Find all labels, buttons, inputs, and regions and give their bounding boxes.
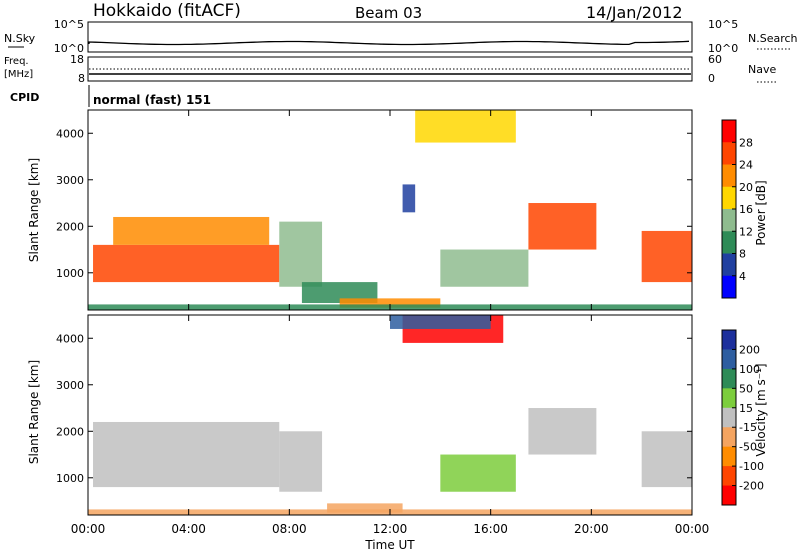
nave-tick-bottom: 0 — [708, 72, 715, 85]
colorbar-swatch — [722, 349, 736, 370]
colorbar-tick-label: 28 — [739, 136, 753, 149]
colorbar-swatch — [722, 275, 736, 299]
colorbar-frame — [721, 329, 737, 506]
heatmap-patch — [528, 203, 597, 250]
colorbar-swatch — [722, 186, 736, 210]
nave-tick-top: 60 — [708, 53, 722, 66]
noise-right-tick-top: 10^5 — [708, 18, 738, 31]
x-tick-label: 16:00 — [473, 522, 508, 536]
power-colorbar: 28 24 20 16 12 8 4 — [721, 119, 753, 299]
heatmap-patch — [327, 503, 403, 513]
colorbar-tick-label: -100 — [739, 460, 764, 473]
power-heatmap — [88, 110, 692, 310]
freq-label: Freq. — [4, 56, 29, 67]
power-ylabel: Slant Range [km] — [27, 158, 41, 262]
colorbar-tick-label: 16 — [739, 203, 753, 216]
colorbar-tick-label: 200 — [739, 343, 760, 356]
colorbar-swatch — [722, 485, 736, 506]
y-tick-label: 1000 — [56, 267, 84, 280]
date-title: 14/Jan/2012 — [586, 3, 683, 22]
time-axis: 00:00 04:00 08:00 12:00 16:00 20:00 00:00 — [71, 110, 710, 536]
colorbar-tick-label: 24 — [739, 159, 753, 172]
colorbar-swatch — [722, 253, 736, 277]
colorbar-swatch — [722, 231, 736, 254]
colorbar-swatch — [722, 120, 736, 143]
freq-unit-label: [MHz] — [4, 69, 33, 80]
heatmap-patch — [301, 282, 378, 304]
freq-panel-frame — [87, 56, 693, 82]
velocity-yaxis: 1000 2000 3000 4000 — [56, 332, 692, 485]
x-tick-label: 04:00 — [171, 522, 206, 536]
beam-title: Beam 03 — [355, 4, 422, 22]
power-yaxis: 1000 2000 3000 4000 — [56, 127, 692, 280]
x-tick-label: 12:00 — [373, 522, 408, 536]
y-tick-label: 1000 — [56, 472, 84, 485]
colorbar-tick-label: -200 — [739, 480, 764, 493]
heatmap-patch — [641, 230, 692, 283]
colorbar-swatch — [722, 164, 736, 188]
y-tick-label: 2000 — [56, 425, 84, 438]
freq-tick-top: 18 — [70, 53, 84, 66]
heatmap-patch — [440, 249, 529, 287]
nave-label: Nave — [748, 63, 776, 76]
velocity-heatmap — [88, 315, 692, 515]
colorbar-tick-label: 12 — [739, 225, 753, 238]
velocity-colorbar-label: Velocity [m s⁻¹] — [754, 363, 768, 456]
colorbar-swatch — [722, 466, 736, 487]
cpid-label: CPID — [10, 91, 39, 104]
velocity-ylabel: Slant Range [km] — [27, 360, 41, 464]
x-tick-label: 20:00 — [574, 522, 609, 536]
heatmap-patch — [528, 408, 597, 455]
heatmap-patch — [641, 431, 692, 488]
heatmap-patch — [279, 431, 323, 492]
time-axis-label: Time UT — [364, 538, 415, 552]
colorbar-tick-label: -50 — [739, 441, 757, 454]
colorbar-swatch — [722, 407, 736, 428]
y-tick-label: 4000 — [56, 127, 84, 140]
cpid-text: normal (fast) 151 — [93, 93, 211, 107]
y-tick-label: 3000 — [56, 174, 84, 187]
colorbar-swatch — [722, 330, 736, 350]
heatmap-patch — [93, 244, 280, 283]
noise-sky-trace — [88, 40, 690, 46]
heatmap-patch — [402, 184, 416, 213]
colorbar-tick-label: 15 — [739, 402, 753, 415]
x-tick-label: 00:00 — [71, 522, 106, 536]
colorbar-swatch — [722, 209, 736, 232]
colorbar-swatch — [722, 427, 736, 448]
colorbar-swatch — [722, 446, 736, 467]
station-title: Hokkaido (fitACF) — [93, 1, 241, 21]
colorbar-tick-label: 8 — [739, 248, 746, 261]
colorbar-swatch — [722, 388, 736, 409]
noise-right-tick-bottom: 10^0 — [708, 42, 738, 55]
heatmap-patch — [279, 221, 323, 287]
nsky-label: N.Sky — [4, 32, 36, 45]
x-tick-label: 08:00 — [272, 522, 307, 536]
y-tick-label: 3000 — [56, 379, 84, 392]
noise-left-tick-top: 10^5 — [54, 18, 84, 31]
heatmap-patch — [390, 315, 491, 329]
noise-left-tick-bottom: 10^0 — [54, 42, 84, 55]
colorbar-tick-label: 4 — [739, 270, 746, 283]
colorbar-tick-label: 20 — [739, 181, 753, 194]
heatmap-patch — [93, 421, 280, 488]
colorbar-tick-label: 50 — [739, 382, 753, 395]
y-tick-label: 2000 — [56, 220, 84, 233]
freq-tick-bottom: 8 — [78, 72, 85, 85]
velocity-colorbar: 200 100 50 15 -15 -50 -100 -200 — [721, 329, 764, 506]
heatmap-patch — [339, 298, 441, 308]
x-tick-label: 00:00 — [675, 522, 710, 536]
colorbar-swatch — [722, 142, 736, 165]
colorbar-tick-label: -15 — [739, 421, 757, 434]
power-colorbar-label: Power [dB] — [754, 180, 768, 245]
colorbar-swatch — [722, 368, 736, 389]
nsearch-label: N.Search — [748, 32, 798, 45]
heatmap-patch — [440, 454, 516, 492]
colorbar-tick-label: 100 — [739, 363, 760, 376]
y-tick-label: 4000 — [56, 332, 84, 345]
noise-panel-frame — [87, 21, 693, 53]
heatmap-patch — [113, 216, 270, 245]
heatmap-patch — [415, 110, 516, 143]
